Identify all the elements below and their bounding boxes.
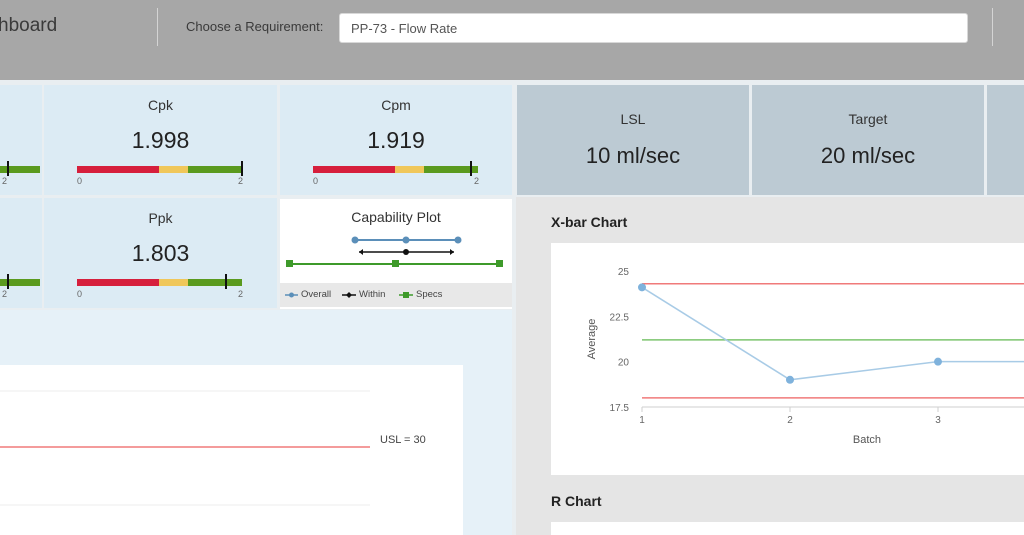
overall-point	[351, 236, 359, 244]
dashboard-title: hboard	[0, 15, 58, 36]
data-point	[638, 283, 646, 292]
spec-value: 10 ml/sec	[585, 143, 681, 168]
legend-within[interactable]: Within	[359, 289, 386, 300]
requirement-label: Choose a Requirement:	[186, 19, 324, 34]
metric-tile-partial-bottom: 2	[0, 198, 42, 308]
legend-overall[interactable]: Overall	[301, 289, 332, 300]
metric-tile-partial-top: 2	[0, 85, 42, 195]
requirement-input[interactable]	[339, 13, 968, 43]
histogram-chart	[0, 365, 463, 535]
capability-plot-graphic	[286, 236, 503, 267]
legend-specs[interactable]: Specs	[416, 289, 443, 300]
x-tick-label: 1	[639, 415, 645, 426]
metric-label: Ppk	[148, 210, 173, 226]
xbar-chart-title: X-bar Chart	[551, 214, 628, 230]
header-divider	[157, 8, 158, 46]
specs-point	[392, 260, 399, 267]
gauge-max-label: 2	[2, 289, 8, 299]
gauge-marker	[470, 161, 473, 176]
data-point	[934, 357, 942, 366]
metric-tile-cpk: Cpk 1.998 0 2	[44, 85, 277, 195]
y-tick-label: 25	[618, 267, 630, 278]
capability-legend: Overall Within Specs	[280, 283, 512, 307]
spec-tile-lsl: LSL 10 ml/sec	[517, 85, 749, 195]
spec-value: 20 ml/sec	[820, 143, 916, 168]
usl-label: USL = 30	[380, 434, 426, 446]
gauge-max-label: 2	[238, 176, 244, 186]
y-tick-label: 22.5	[610, 312, 630, 323]
spec-label: LSL	[620, 111, 646, 127]
spec-tile-partial	[987, 85, 1024, 195]
header-divider-right	[992, 8, 993, 46]
capability-plot: Capability Plot Overall Within Specs	[280, 199, 512, 309]
gauge-max-label: 2	[2, 176, 8, 186]
xbar-chart: 17.5 20 22.5 25 1 2 3 Batch Average	[551, 243, 1024, 475]
gauge-bar	[0, 161, 40, 176]
y-axis-label: Average	[586, 319, 598, 360]
spec-tile-target: Target 20 ml/sec	[752, 85, 984, 195]
metric-value: 1.998	[131, 127, 190, 153]
gauge-max-label: 2	[474, 176, 480, 186]
gauge-max-label: 2	[238, 289, 244, 299]
gauge-marker	[240, 161, 243, 176]
metric-tile-cpm: Cpm 1.919 0 2	[280, 85, 512, 195]
top-bar: hboard Choose a Requirement:	[0, 0, 1024, 80]
xbar-plot: 17.5 20 22.5 25 1 2 3 Batch Average	[586, 267, 1024, 446]
x-tick-label: 3	[935, 415, 941, 426]
specs-point	[286, 260, 293, 267]
metric-value: 1.919	[367, 127, 425, 153]
metric-tile-ppk: Ppk 1.803 0 2	[44, 198, 277, 308]
within-point	[450, 249, 454, 255]
r-chart-title: R Chart	[551, 493, 602, 509]
gauge-min-label: 0	[77, 176, 83, 186]
gauge-marker	[224, 274, 227, 289]
data-point	[786, 375, 794, 384]
r-chart	[551, 522, 1024, 535]
specs-point	[496, 260, 503, 267]
gauge-bar	[0, 274, 40, 289]
within-point	[359, 249, 363, 255]
gauge-bar	[313, 161, 478, 176]
x-axis-label: Batch	[853, 434, 881, 446]
gauge-min-label: 0	[77, 289, 83, 299]
series-line	[641, 286, 1024, 381]
within-point	[403, 249, 409, 255]
metric-value: 1.803	[131, 240, 190, 266]
metric-label: Cpm	[381, 97, 411, 113]
y-tick-label: 17.5	[610, 403, 630, 414]
x-tick-label: 2	[787, 415, 793, 426]
y-tick-label: 20	[618, 358, 630, 369]
metric-label: Cpk	[148, 97, 173, 113]
overall-point	[454, 236, 462, 244]
gauge-bar	[77, 161, 243, 176]
capability-plot-title: Capability Plot	[351, 209, 441, 225]
gauge-bar	[77, 274, 242, 289]
gauge-min-label: 0	[313, 176, 319, 186]
spec-label: Target	[848, 111, 888, 127]
overall-point	[402, 236, 410, 244]
